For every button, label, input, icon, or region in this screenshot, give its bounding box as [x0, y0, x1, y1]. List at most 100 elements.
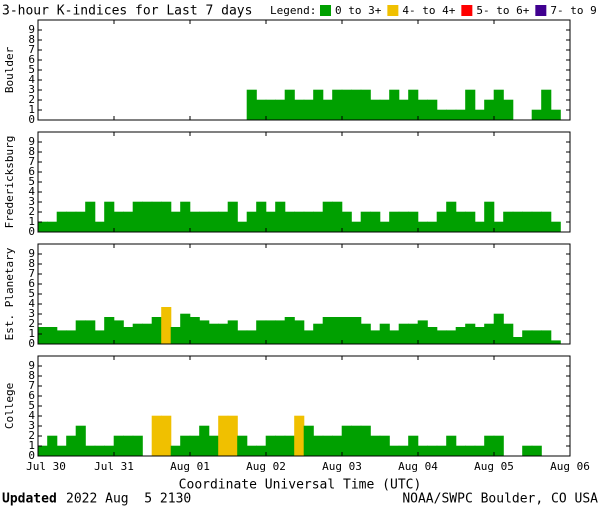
bar: [208, 211, 219, 233]
bar: [541, 330, 552, 345]
bar: [275, 320, 286, 345]
bar: [503, 211, 514, 233]
bar: [218, 211, 229, 233]
bar: [417, 445, 428, 457]
bar: [408, 211, 419, 233]
bar: [284, 316, 295, 345]
bar: [370, 435, 381, 457]
y-axis-label: Est. Planetary: [3, 247, 16, 340]
y-tick-label: 0: [28, 113, 35, 126]
bar: [227, 320, 238, 345]
bar: [294, 320, 305, 345]
bar: [199, 211, 210, 233]
y-tick-label: 5: [28, 287, 35, 300]
bar: [417, 320, 428, 345]
y-tick-label: 8: [28, 33, 35, 46]
bar: [389, 330, 400, 345]
x-tick-label: Aug 06: [550, 460, 590, 473]
x-tick-label: Aug 05: [474, 460, 514, 473]
bar: [427, 445, 438, 457]
bar: [275, 435, 286, 457]
bar: [550, 109, 561, 121]
bar: [170, 326, 181, 345]
y-tick-label: 6: [28, 277, 35, 290]
bar: [151, 316, 162, 345]
bar: [161, 201, 172, 233]
bar: [189, 435, 200, 457]
bar: [484, 99, 495, 121]
bar: [256, 445, 267, 457]
bar: [66, 211, 77, 233]
bar: [455, 211, 466, 233]
bar: [180, 201, 191, 233]
bar: [417, 221, 428, 233]
legend-title: Legend:: [270, 4, 316, 17]
bar: [189, 316, 200, 345]
bar: [284, 435, 295, 457]
bar: [75, 211, 86, 233]
y-tick-label: 2: [28, 93, 35, 106]
bar: [47, 221, 58, 233]
legend-swatch: [320, 5, 331, 16]
x-tick-label: Aug 02: [246, 460, 286, 473]
bar: [151, 415, 162, 457]
bar: [341, 211, 352, 233]
bar: [389, 445, 400, 457]
bar: [294, 415, 305, 457]
bar: [180, 435, 191, 457]
bar: [104, 445, 115, 457]
bar: [246, 330, 257, 345]
bar: [398, 445, 409, 457]
bar: [522, 330, 533, 345]
bar: [332, 435, 343, 457]
bar: [180, 313, 191, 345]
bar: [123, 435, 134, 457]
bar: [436, 109, 447, 121]
bar: [199, 425, 210, 457]
bar: [56, 330, 67, 345]
y-tick-label: 8: [28, 369, 35, 382]
bar: [484, 435, 495, 457]
y-tick-label: 0: [28, 337, 35, 350]
bar: [332, 316, 343, 345]
bar: [465, 323, 476, 345]
bar: [303, 99, 314, 121]
bar: [132, 435, 143, 457]
y-axis-label: College: [3, 383, 16, 429]
bar: [341, 425, 352, 457]
bar: [227, 415, 238, 457]
y-tick-label: 3: [28, 195, 35, 208]
bar: [161, 306, 172, 345]
y-tick-label: 5: [28, 399, 35, 412]
y-tick-label: 7: [28, 379, 35, 392]
y-tick-label: 0: [28, 449, 35, 462]
bar: [85, 201, 96, 233]
bar: [123, 326, 134, 345]
bar: [522, 445, 533, 457]
bar: [360, 89, 371, 121]
bar: [294, 211, 305, 233]
y-tick-label: 9: [28, 135, 35, 148]
bar: [408, 89, 419, 121]
x-tick-label: Jul 30: [26, 460, 66, 473]
bar: [265, 211, 276, 233]
bar: [360, 211, 371, 233]
bar: [332, 89, 343, 121]
bar: [484, 201, 495, 233]
bar: [379, 323, 390, 345]
bar: [531, 330, 542, 345]
bar: [370, 211, 381, 233]
bar: [284, 211, 295, 233]
y-tick-label: 3: [28, 307, 35, 320]
bar: [351, 316, 362, 345]
bar: [531, 211, 542, 233]
bar: [313, 435, 324, 457]
bar: [37, 326, 48, 345]
y-tick-label: 1: [28, 439, 35, 452]
bar: [531, 109, 542, 121]
y-tick-label: 1: [28, 103, 35, 116]
bar: [275, 201, 286, 233]
y-tick-label: 7: [28, 267, 35, 280]
legend-label: 4- to 4+: [402, 4, 455, 17]
